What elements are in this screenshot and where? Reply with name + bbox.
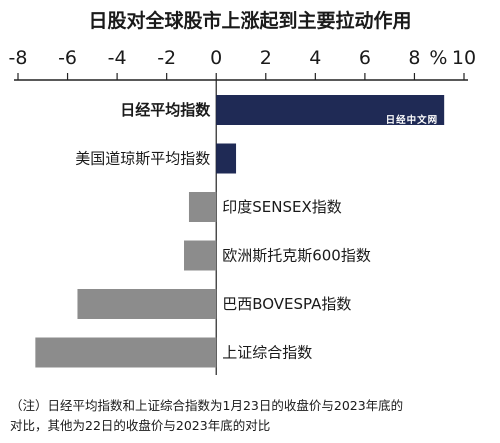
- x-tick-label: 6: [359, 47, 371, 69]
- watermark-logo: 日经中文网: [386, 114, 439, 126]
- x-unit-label: %: [429, 47, 447, 69]
- category-label: 上证综合指数: [222, 344, 312, 362]
- bar: [216, 143, 237, 174]
- footnote-line-1: （注）日经平均指数和上证综合指数为1月23日的收盘价与2023年底的: [10, 398, 404, 413]
- bar: [188, 192, 217, 222]
- bar-chart: 日股对全球股市上涨起到主要拉动作用 -8 -6 -4 -2 0 2 4 6 8 10% 日经平均指…: [9, 9, 476, 375]
- x-tick-label: 0: [210, 47, 222, 69]
- bar: [216, 95, 445, 125]
- chart-title: 日股对全球股市上涨起到主要拉动作用: [88, 9, 411, 32]
- x-tick-label: -2: [157, 47, 176, 69]
- x-axis-ticks: -8 -6 -4 -2 0 2 4 6 8 10%: [9, 47, 476, 80]
- bars: 日经平均指数美国道琼斯平均指数印度SENSEX指数欧洲斯托克斯600指数巴西BO…: [35, 95, 445, 368]
- category-label: 美国道琼斯平均指数: [75, 150, 210, 168]
- category-label: 印度SENSEX指数: [222, 198, 342, 216]
- bar: [35, 337, 217, 368]
- x-tick-label: 4: [309, 47, 321, 69]
- x-tick-label: -8: [9, 47, 28, 69]
- footnote-line-2: 对比，其他为22日的收盘价与2023年底的对比: [10, 418, 271, 433]
- x-tick-label: -6: [58, 47, 77, 69]
- bar: [77, 289, 217, 319]
- bar: [184, 240, 217, 271]
- x-tick-label: 8: [408, 47, 420, 69]
- category-label: 欧洲斯托克斯600指数: [222, 247, 371, 265]
- x-tick-label: 2: [260, 47, 272, 69]
- x-tick-label: 10: [452, 47, 476, 69]
- category-label: 巴西BOVESPA指数: [222, 295, 351, 313]
- x-tick-label: -4: [108, 47, 127, 69]
- footnote: （注）日经平均指数和上证综合指数为1月23日的收盘价与2023年底的 对比，其他…: [10, 396, 495, 436]
- category-label: 日经平均指数: [120, 101, 211, 119]
